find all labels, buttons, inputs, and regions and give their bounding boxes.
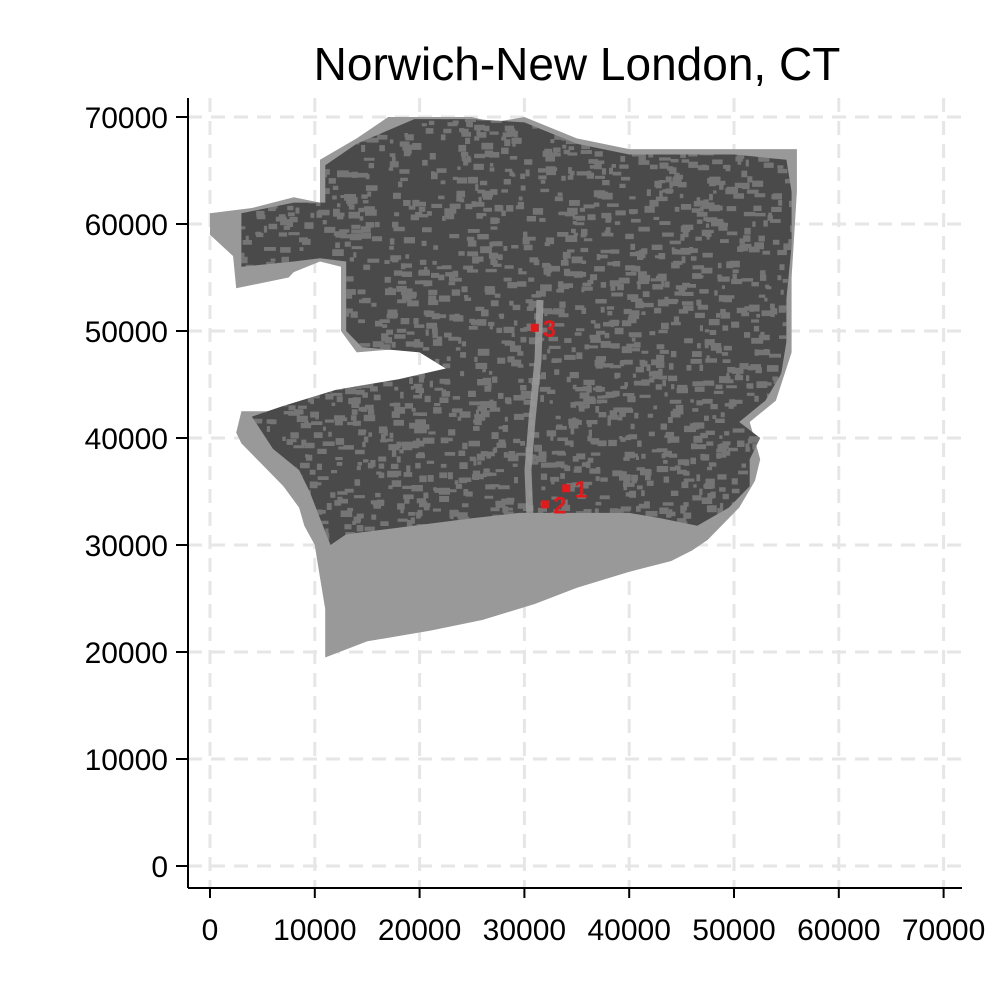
x-tick-label: 40000 <box>587 914 670 947</box>
marker-label-3: 3 <box>543 316 556 343</box>
map-regions <box>210 117 797 658</box>
y-tick-label: 10000 <box>85 744 168 777</box>
y-tick-label: 70000 <box>85 102 168 135</box>
x-tick-label: 10000 <box>273 914 356 947</box>
marker-label-1: 1 <box>574 476 587 503</box>
y-tick-label: 50000 <box>85 316 168 349</box>
x-tick-label: 30000 <box>483 914 566 947</box>
y-tick-label: 30000 <box>85 530 168 563</box>
axis-ticks: 0 10000 20000 30000 40000 50000 60000 70000 0 100… <box>85 102 986 947</box>
chart-title: Norwich-New London, CT <box>314 38 841 90</box>
map-markers: 12 3 <box>530 316 588 519</box>
x-tick-label: 50000 <box>692 914 775 947</box>
x-tick-label: 20000 <box>378 914 461 947</box>
y-tick-label: 20000 <box>85 637 168 670</box>
x-tick-label: 70000 <box>902 914 985 947</box>
y-tick-label: 0 <box>151 851 168 884</box>
marker-2 <box>541 500 550 509</box>
marker-1 <box>562 484 571 493</box>
axes <box>187 98 962 889</box>
x-tick-label: 0 <box>202 914 219 947</box>
marker-label-2: 2 <box>553 492 566 519</box>
y-tick-label: 60000 <box>85 209 168 242</box>
y-tick-label: 40000 <box>85 423 168 456</box>
marker-3 <box>530 323 539 332</box>
x-tick-label: 60000 <box>797 914 880 947</box>
